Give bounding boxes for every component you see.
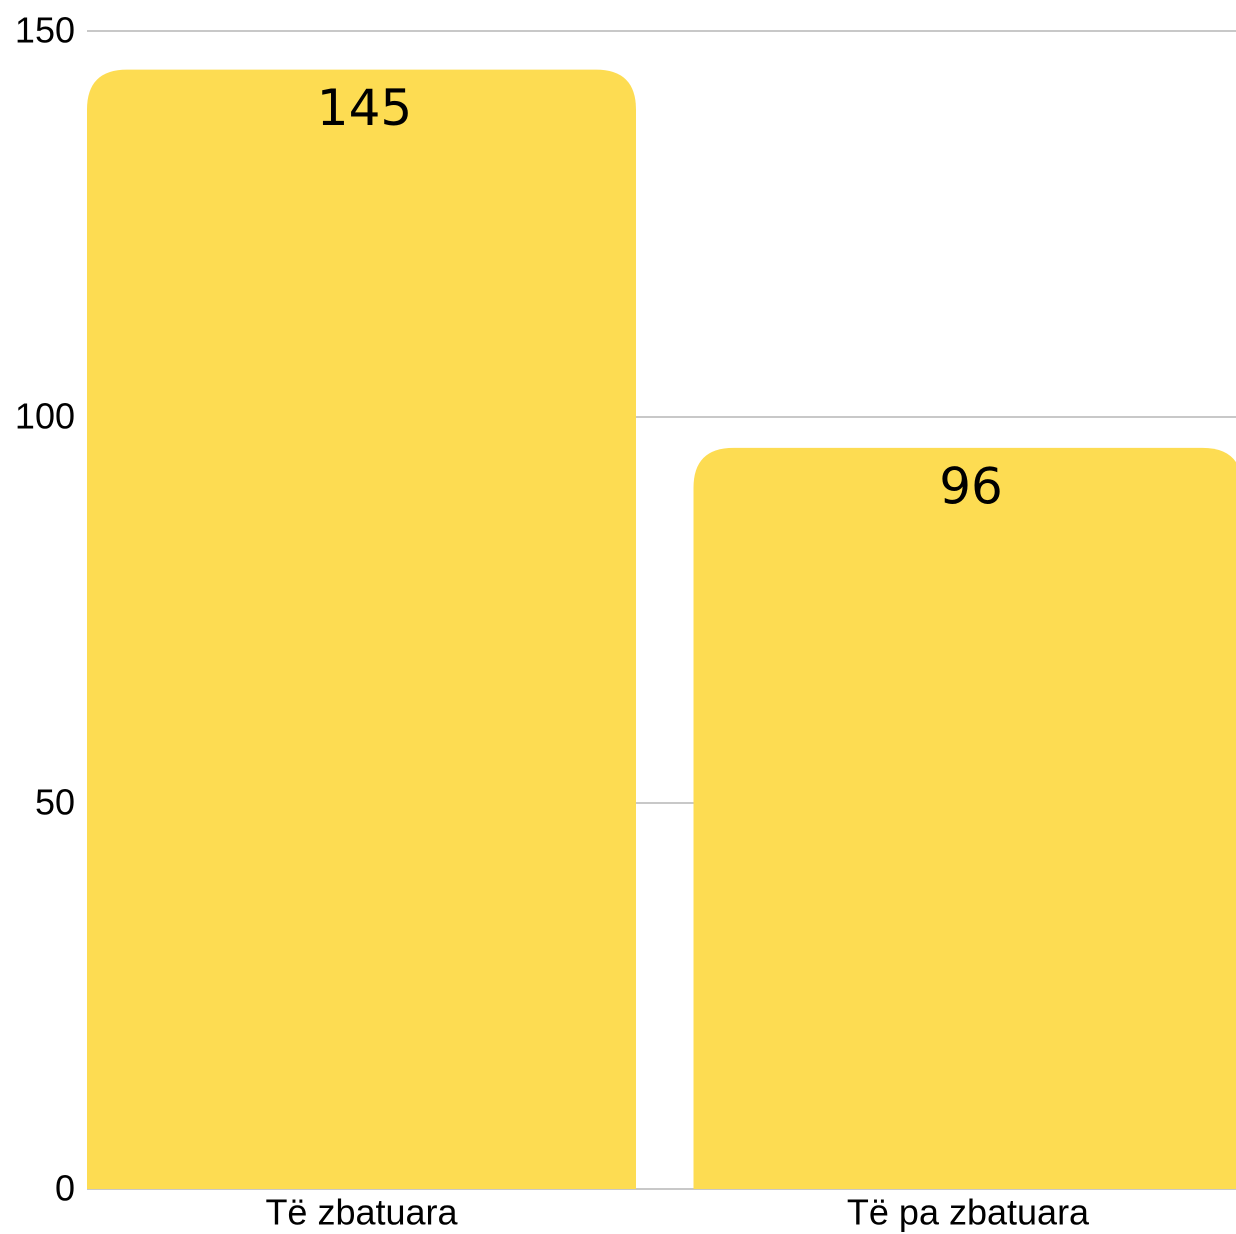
bar (693, 447, 1236, 1189)
bar (87, 69, 636, 1190)
value-label: 96 (939, 457, 1003, 515)
y-tick-label: 100 (15, 396, 75, 437)
y-tick-label: 150 (15, 10, 75, 51)
y-tick-label: 0 (55, 1168, 75, 1209)
x-tick-label: Të pa zbatuara (847, 1192, 1090, 1233)
bars: Të zbatuara 145 Të pa zbatuara 96 (87, 69, 1236, 1233)
x-tick-label: Të zbatuara (265, 1192, 458, 1233)
y-tick-label: 50 (35, 782, 75, 823)
value-label: 145 (317, 79, 412, 137)
